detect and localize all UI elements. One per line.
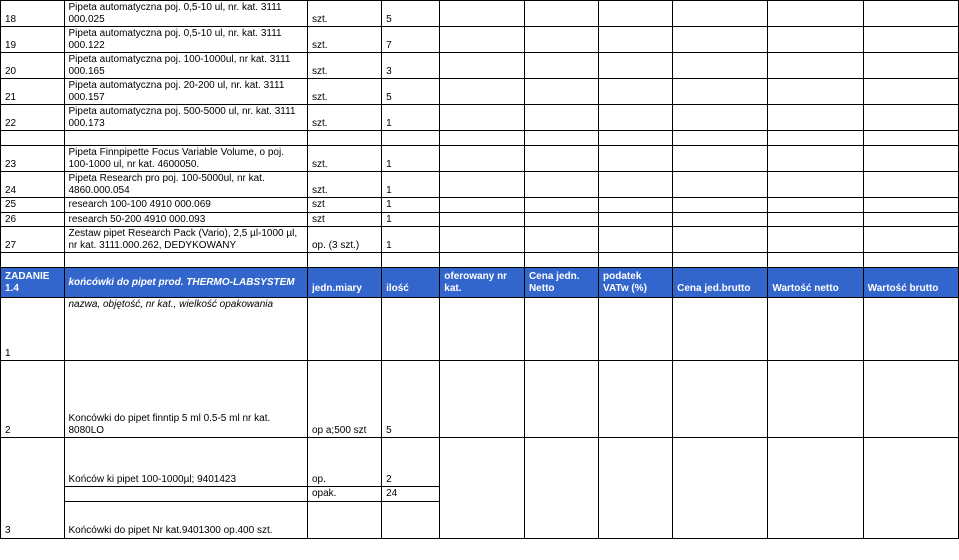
- header-desc-text: końcówki do pipet prod. THERMO-LABSYSTEM: [69, 277, 295, 288]
- row-desc: Pipeta automatyczna poj. 0,5-10 ul, nr. …: [64, 1, 307, 27]
- row-qty: 24: [382, 487, 440, 502]
- row-number: 22: [1, 105, 65, 131]
- row-desc: Końcówki do pipet Nr kat.9401300 op.400 …: [64, 501, 307, 538]
- row-desc: Pipeta automatyczna poj. 100-1000ul, nr …: [64, 53, 307, 79]
- row-unit: szt: [307, 198, 381, 213]
- item-row: 21Pipeta automatyczna poj. 20-200 ul, nr…: [1, 79, 959, 105]
- row-desc: Pipeta automatyczna poj. 500-5000 ul, nr…: [64, 105, 307, 131]
- item-row: 19Pipeta automatyczna poj. 0,5-10 ul, nr…: [1, 27, 959, 53]
- row-unit: szt.: [307, 79, 381, 105]
- row-qty: 5: [382, 361, 440, 438]
- row-qty: 7: [382, 27, 440, 53]
- row-unit: op.: [307, 438, 381, 487]
- pricing-table: 18Pipeta automatyczna poj. 0,5-10 ul, nr…: [0, 0, 959, 539]
- row-number: 24: [1, 172, 65, 198]
- row-desc: Pipeta automatyczna poj. 0,5-10 ul, nr. …: [64, 27, 307, 53]
- row-number: 18: [1, 1, 65, 27]
- header-desc: końcówki do pipet prod. THERMO-LABSYSTEM: [64, 268, 307, 298]
- row-qty: 1: [382, 198, 440, 213]
- row-qty: 1: [382, 212, 440, 227]
- item-row: 20Pipeta automatyczna poj. 100-1000ul, n…: [1, 53, 959, 79]
- row-qty: 1: [382, 172, 440, 198]
- row-unit: op. (3 szt.): [307, 227, 381, 253]
- row-qty: 1: [382, 146, 440, 172]
- row-desc: Pipeta Research pro poj. 100-5000ul, nr …: [64, 172, 307, 198]
- row-desc: research 50-200 4910 000.093: [64, 212, 307, 227]
- header-value-gross: Wartość brutto: [863, 268, 958, 298]
- row-desc: [64, 487, 307, 502]
- row-number: 1: [1, 298, 65, 361]
- row-number: 21: [1, 79, 65, 105]
- row-unit: opak.: [307, 487, 381, 502]
- row-desc: Pipeta automatyczna poj. 20-200 ul, nr. …: [64, 79, 307, 105]
- item-row: 25research 100-100 4910 000.069szt1: [1, 198, 959, 213]
- row-qty: 2: [382, 438, 440, 487]
- row-qty: 5: [382, 79, 440, 105]
- row-number: 2: [1, 361, 65, 438]
- header-price-net: Cena jedn. Netto: [524, 268, 598, 298]
- header-price-gross: Cena jed.brutto: [673, 268, 768, 298]
- row-number: 25: [1, 198, 65, 213]
- item-row: 2 Koncówki do pipet finntip 5 ml 0.5-5 m…: [1, 361, 959, 438]
- row-unit: [307, 298, 381, 361]
- row-desc: Pipeta Finnpipette Focus Variable Volume…: [64, 146, 307, 172]
- row-unit: szt.: [307, 27, 381, 53]
- row-number: 3: [1, 438, 65, 539]
- row-desc: Koncówki do pipet finntip 5 ml 0.5-5 ml …: [64, 361, 307, 438]
- item-row: 18Pipeta automatyczna poj. 0,5-10 ul, nr…: [1, 1, 959, 27]
- row-unit: [307, 501, 381, 538]
- separator-row: [1, 131, 959, 146]
- row-unit: szt.: [307, 1, 381, 27]
- row-qty: 3: [382, 53, 440, 79]
- row-desc: research 100-100 4910 000.069: [64, 198, 307, 213]
- row-desc: nazwa, objętość, nr kat., wielkość opako…: [64, 298, 307, 361]
- header-task: ZADANIE 1.4: [1, 268, 65, 298]
- header-qty: ilość: [382, 268, 440, 298]
- item-row: 1 nazwa, objętość, nr kat., wielkość opa…: [1, 298, 959, 361]
- row-qty: 1: [382, 227, 440, 253]
- row-number: 23: [1, 146, 65, 172]
- item-row: 3 Końców ki pipet 100-1000µl; 9401423 op…: [1, 438, 959, 487]
- row-unit: szt.: [307, 53, 381, 79]
- row-qty: [382, 501, 440, 538]
- item-row: 27Zestaw pipet Research Pack (Vario), 2,…: [1, 227, 959, 253]
- row-number: 26: [1, 212, 65, 227]
- row-unit: op a;500 szt: [307, 361, 381, 438]
- item-row: 26research 50-200 4910 000.093szt1: [1, 212, 959, 227]
- header-vat: podatek VATw (%): [599, 268, 673, 298]
- header-value-net: Wartość netto: [768, 268, 863, 298]
- separator-row: [1, 253, 959, 268]
- header-offered: oferowany nr kat.: [440, 268, 525, 298]
- row-qty: [382, 298, 440, 361]
- row-desc: Końców ki pipet 100-1000µl; 9401423: [64, 438, 307, 487]
- row-number: 20: [1, 53, 65, 79]
- item-row: 23Pipeta Finnpipette Focus Variable Volu…: [1, 146, 959, 172]
- header-unit: jedn.miary: [307, 268, 381, 298]
- row-unit: szt: [307, 212, 381, 227]
- section-header-row: ZADANIE 1.4 końcówki do pipet prod. THER…: [1, 268, 959, 298]
- row-unit: szt.: [307, 105, 381, 131]
- item-row: 22Pipeta automatyczna poj. 500-5000 ul, …: [1, 105, 959, 131]
- row-number: 19: [1, 27, 65, 53]
- row-qty: 5: [382, 1, 440, 27]
- item-row: 24Pipeta Research pro poj. 100-5000ul, n…: [1, 172, 959, 198]
- row-unit: szt.: [307, 146, 381, 172]
- row-number: 27: [1, 227, 65, 253]
- row-desc: Zestaw pipet Research Pack (Vario), 2,5 …: [64, 227, 307, 253]
- row-unit: szt.: [307, 172, 381, 198]
- row-qty: 1: [382, 105, 440, 131]
